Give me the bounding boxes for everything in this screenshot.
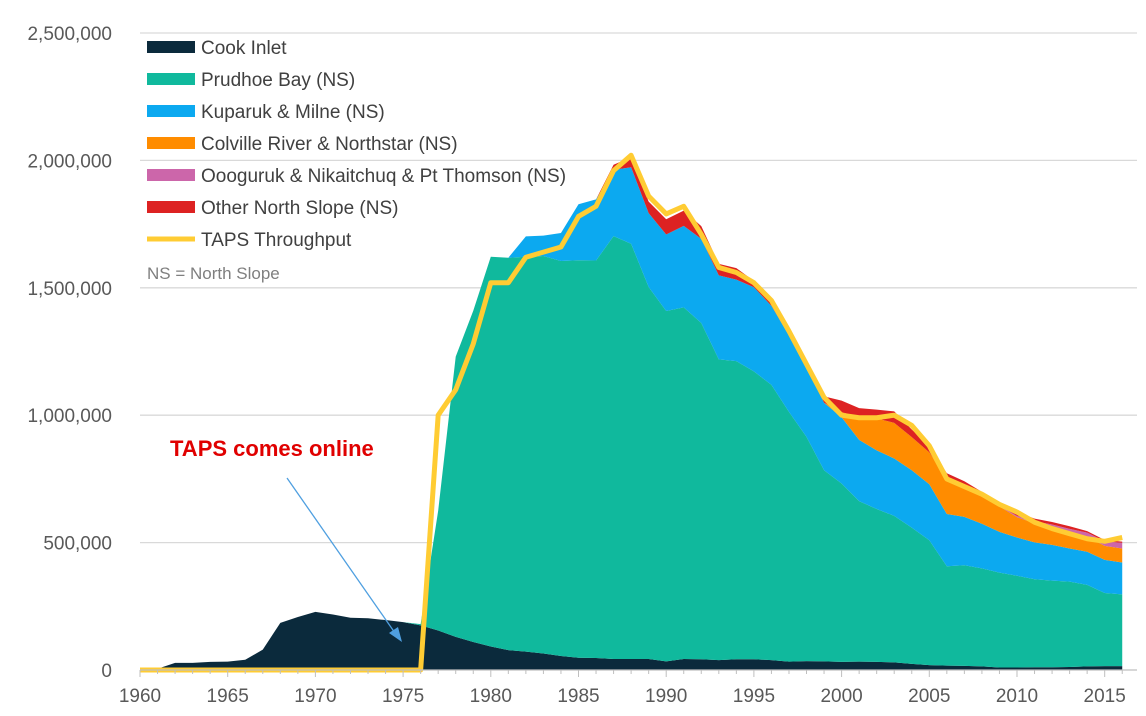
y-tick-label: 2,500,000 bbox=[27, 24, 112, 45]
x-tick-label: 1970 bbox=[294, 686, 336, 707]
area-cook-inlet bbox=[140, 611, 1123, 670]
annotation-arrow-head bbox=[389, 627, 402, 642]
legend-label: TAPS Throughput bbox=[201, 230, 352, 251]
x-tick-label: 2015 bbox=[1084, 686, 1126, 707]
legend-swatch bbox=[147, 169, 195, 181]
legend-label: Oooguruk & Nikaitchuq & Pt Thomson (NS) bbox=[201, 166, 566, 187]
y-tick-label: 1,500,000 bbox=[27, 279, 112, 300]
x-tick-label: 1995 bbox=[733, 686, 775, 707]
x-tick-label: 1990 bbox=[645, 686, 687, 707]
legend-swatch bbox=[147, 73, 195, 85]
legend-swatch bbox=[147, 137, 195, 149]
y-tick-label: 500,000 bbox=[43, 534, 112, 555]
x-tick-label: 2005 bbox=[908, 686, 950, 707]
x-axis bbox=[139, 669, 1137, 677]
x-tick-label: 1985 bbox=[557, 686, 599, 707]
legend-label: Prudhoe Bay (NS) bbox=[201, 70, 355, 91]
y-axis-tick-labels: 0 500,000 1,000,000 1,500,000 2,000,000 2,500… bbox=[27, 24, 112, 682]
taps-annotation: TAPS comes online bbox=[170, 436, 374, 461]
annotation-arrow bbox=[286, 477, 396, 634]
legend-swatch bbox=[147, 201, 195, 213]
y-tick-label: 1,000,000 bbox=[27, 406, 112, 427]
legend: Cook Inlet Prudhoe Bay (NS) Kuparuk & Miln… bbox=[147, 38, 566, 251]
legend-swatch bbox=[147, 41, 195, 53]
y-tick-label: 0 bbox=[101, 661, 112, 682]
legend-swatch bbox=[147, 105, 195, 117]
x-tick-label: 2000 bbox=[820, 686, 862, 707]
x-tick-label: 1975 bbox=[382, 686, 424, 707]
legend-label: Kuparuk & Milne (NS) bbox=[201, 102, 385, 123]
legend-note: NS = North Slope bbox=[147, 264, 280, 283]
legend-label: Cook Inlet bbox=[201, 38, 287, 59]
x-tick-label: 1980 bbox=[470, 686, 512, 707]
x-tick-label: 1965 bbox=[207, 686, 249, 707]
legend-label: Colville River & Northstar (NS) bbox=[201, 134, 458, 155]
x-tick-label: 2010 bbox=[996, 686, 1038, 707]
legend-label: Other North Slope (NS) bbox=[201, 198, 398, 219]
y-tick-label: 2,000,000 bbox=[27, 151, 112, 172]
x-tick-label: 1960 bbox=[119, 686, 161, 707]
stacked-areas bbox=[140, 157, 1123, 671]
area-prudhoe-bay-ns bbox=[140, 236, 1123, 670]
x-axis-tick-labels: 1960 1965 1970 1975 1980 1985 1990 1995 2000 2005… bbox=[119, 686, 1126, 707]
